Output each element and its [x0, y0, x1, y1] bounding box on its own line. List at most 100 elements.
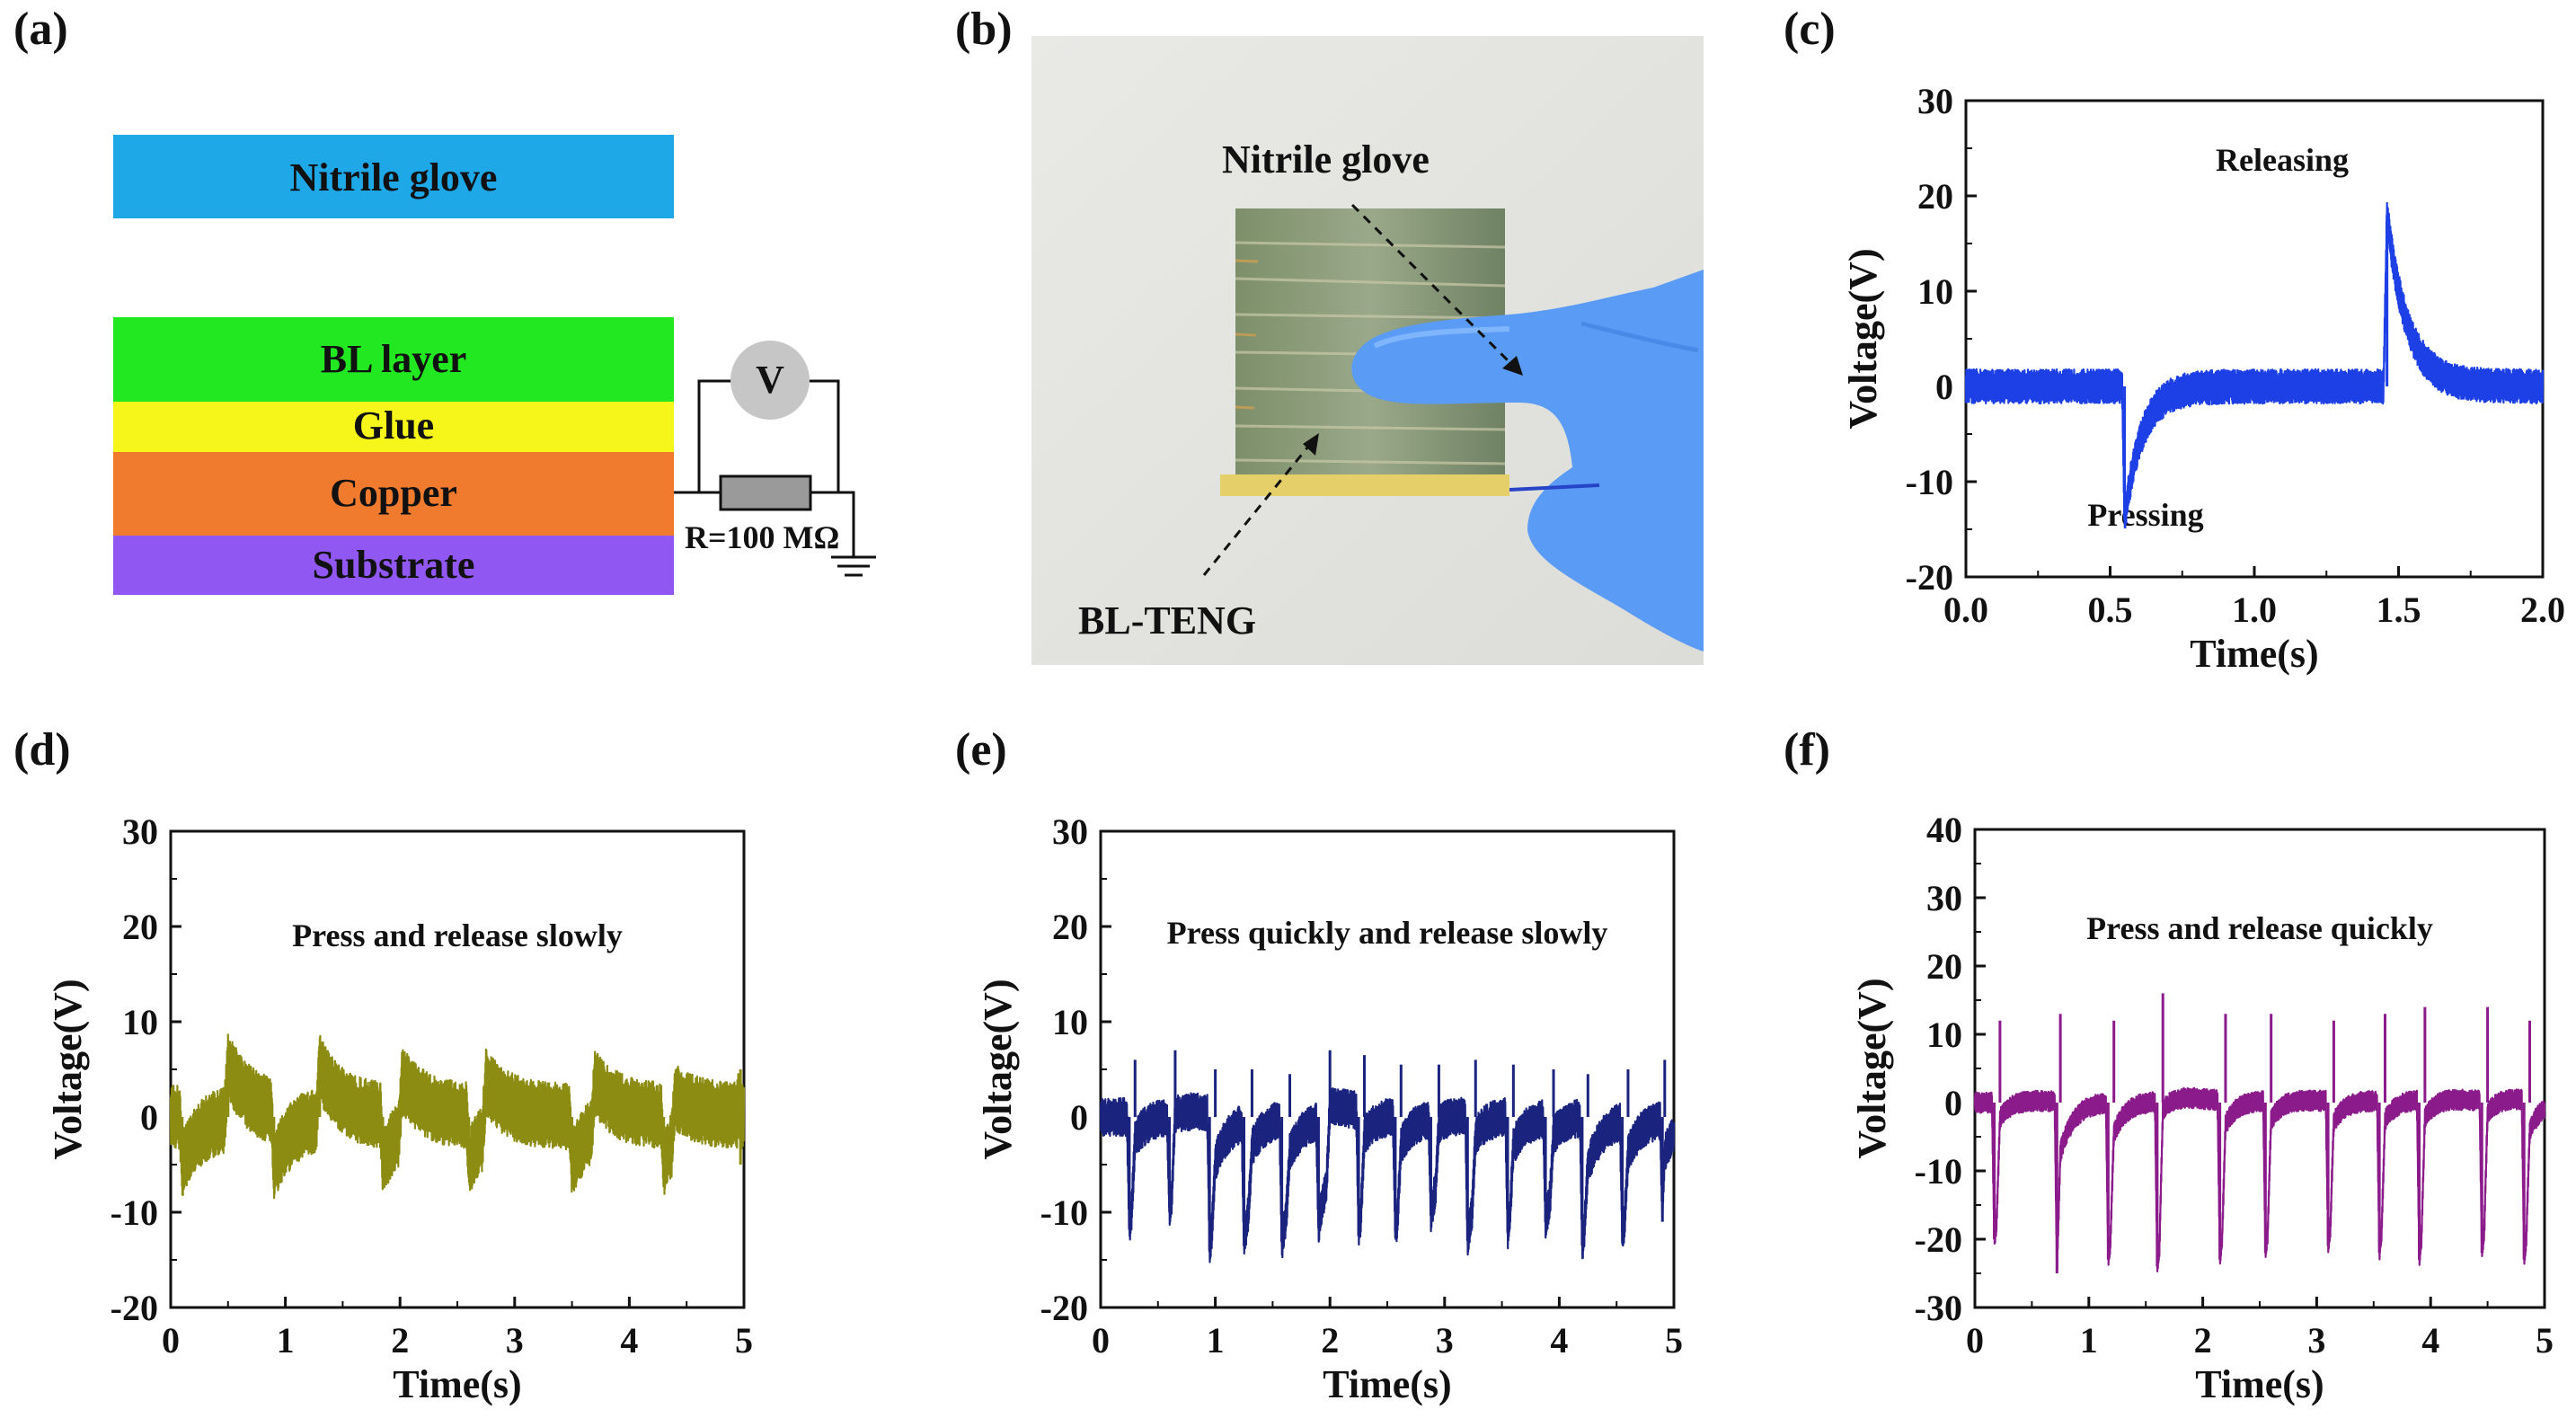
x-tick-label: 3	[2307, 1320, 2325, 1361]
y-tick-label: -10	[1915, 1151, 1962, 1192]
y-tick-label: 0	[1070, 1097, 1088, 1138]
y-tick-label: 30	[1917, 81, 1953, 121]
y-tick-label: 20	[1917, 176, 1953, 217]
x-tick-label: 3	[1436, 1320, 1454, 1361]
layer-glue	[113, 402, 674, 452]
panel-label-a: (a)	[13, 4, 68, 55]
panel-label-f: (f)	[1784, 724, 1830, 776]
layer-bl	[113, 317, 674, 402]
device-base	[1220, 474, 1509, 496]
measurement-circuit	[674, 379, 876, 577]
x-tick-label: 1.0	[2232, 589, 2277, 630]
y-axis-title: Voltage(V)	[46, 979, 90, 1159]
panel-label-d: (d)	[13, 724, 71, 776]
voltmeter	[730, 341, 810, 420]
x-tick-label: 0.0	[1943, 589, 1988, 630]
chart-e: 0 1 2 3 4 5 -20 -10 0 10 20 30 Time(s) Voltage(V) Pres…	[976, 811, 1683, 1406]
plot-frame	[169, 829, 746, 1309]
layer-substrate	[113, 536, 674, 595]
x-tick-label: 2	[2194, 1320, 2212, 1361]
resistor	[719, 474, 812, 511]
x-tick-label: 4	[2421, 1320, 2439, 1361]
chart-annotation: Pressing	[2087, 497, 2203, 533]
y-tick-label: 0	[1944, 1083, 1962, 1123]
y-tick-label: 20	[1926, 946, 1962, 987]
y-tick-label: -10	[111, 1192, 158, 1233]
x-tick-label: 0	[1966, 1320, 1984, 1361]
panel-label-c: (c)	[1784, 4, 1836, 55]
voltmeter-label: V	[756, 358, 784, 402]
y-tick-label: -10	[1040, 1192, 1088, 1233]
y-tick-label: -20	[1906, 557, 1953, 598]
layer-copper	[113, 452, 674, 536]
series-line	[169, 1033, 746, 1200]
series-line	[1099, 1086, 1676, 1263]
y-axis-title: Voltage(V)	[976, 979, 1020, 1159]
arrow-bl-teng	[1202, 441, 1314, 576]
y-tick-label: 30	[1052, 811, 1088, 852]
y-tick-label: -20	[111, 1288, 158, 1328]
chart-c: 0.0 0.5 1.0 1.5 2.0 -20 -10 0 10 20 30 Time(s) Volta…	[1841, 81, 2565, 676]
x-tick-label: 2	[1321, 1320, 1339, 1361]
x-tick-label: 0	[162, 1320, 180, 1361]
chart-title: Press and release quickly	[2086, 910, 2433, 946]
x-tick-label: 2.0	[2520, 589, 2565, 630]
glove-shape	[1351, 270, 1704, 651]
series-line	[1964, 201, 2545, 529]
x-tick-label: 0	[1092, 1320, 1110, 1361]
x-tick-label: 5	[735, 1320, 753, 1361]
panel-label-e: (e)	[955, 724, 1007, 776]
y-axis-title: Voltage(V)	[1841, 248, 1885, 429]
x-tick-label: 4	[620, 1320, 638, 1361]
y-tick-label: 20	[122, 907, 158, 947]
chart-f: 0 1 2 3 4 5 -30 -20 -10 0 10 20 30 40 Time(s) Voltage(V…	[1850, 810, 2554, 1406]
arrow-head-nitrile	[1502, 356, 1523, 376]
series-line	[1973, 1086, 2546, 1272]
y-tick-label: 30	[122, 811, 158, 852]
x-tick-label: 1	[1207, 1320, 1225, 1361]
y-tick-label: 20	[1052, 907, 1088, 947]
y-tick-label: 0	[140, 1097, 158, 1138]
arrow-nitrile	[1350, 203, 1516, 368]
x-axis-title: Time(s)	[2190, 632, 2318, 676]
y-tick-label: -10	[1906, 462, 1953, 502]
y-tick-label: -20	[1040, 1288, 1088, 1328]
panel-label-b: (b)	[955, 4, 1013, 55]
x-tick-label: 4	[1550, 1320, 1568, 1361]
chart-title: Press and release slowly	[292, 917, 623, 953]
photo-label-bl-teng: BL-TENG	[1078, 598, 1256, 643]
photo-label-nitrile-glove: Nitrile glove	[1222, 137, 1430, 182]
resistor-label: R=100 MΩ	[685, 519, 839, 555]
y-tick-label: 10	[1052, 1002, 1088, 1042]
x-tick-label: 5	[1665, 1320, 1683, 1361]
x-axis-title: Time(s)	[2195, 1362, 2324, 1406]
layer-label-bl: BL layer	[321, 337, 467, 381]
y-tick-label: 30	[1926, 878, 1962, 918]
x-tick-label: 1	[2080, 1320, 2098, 1361]
y-tick-label: 10	[122, 1002, 158, 1042]
x-tick-label: 0.5	[2088, 589, 2133, 630]
layer-nitrile-glove	[113, 135, 674, 218]
y-tick-label: 10	[1917, 271, 1953, 312]
y-tick-label: -20	[1915, 1219, 1962, 1260]
chart-title: Press quickly and release slowly	[1167, 915, 1608, 951]
y-tick-label: 0	[1935, 367, 1953, 407]
x-tick-label: 2	[391, 1320, 409, 1361]
y-tick-label: 40	[1926, 810, 1962, 850]
device-photo: Nitrile glove BL-TENG	[1031, 36, 1704, 665]
layer-label-copper: Copper	[330, 471, 457, 515]
y-axis-title: Voltage(V)	[1850, 978, 1894, 1158]
layer-diagram: Nitrile glove BL layer Glue Copper Subst…	[113, 135, 876, 595]
x-tick-label: 3	[506, 1320, 524, 1361]
x-tick-label: 1	[277, 1320, 295, 1361]
layer-label-nitrile-glove: Nitrile glove	[290, 155, 498, 199]
circuit-wire-left	[697, 379, 735, 492]
plot-frame	[1099, 829, 1676, 1309]
layer-label-substrate: Substrate	[313, 543, 475, 587]
y-tick-label: 10	[1926, 1015, 1962, 1055]
chart-annotation: Releasing	[2216, 142, 2349, 178]
x-tick-label: 5	[2536, 1320, 2554, 1361]
x-axis-title: Time(s)	[1323, 1362, 1451, 1406]
layer-label-glue: Glue	[353, 403, 434, 448]
